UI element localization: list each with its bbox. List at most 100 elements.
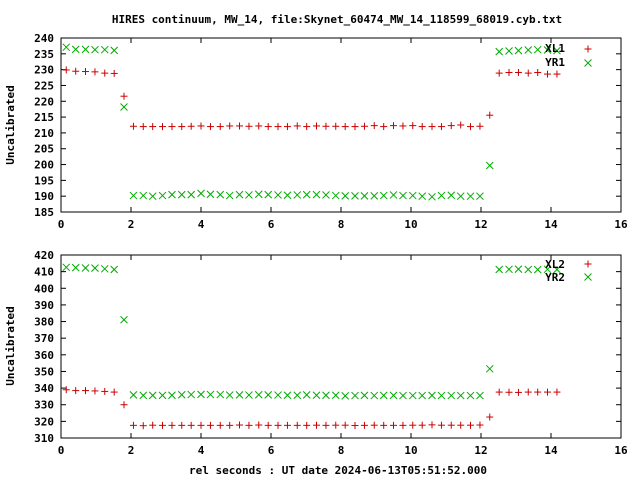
y-tick-label: 400 [34,282,54,295]
data-point-yr2 [264,391,273,399]
data-point-xl1 [553,70,561,78]
y-tick-label: 185 [34,206,54,219]
data-point-xl2 [447,421,455,429]
data-point-xl2 [553,388,561,396]
x-tick-label: 4 [198,218,205,231]
data-point-yr2 [293,391,302,400]
data-point-yr1 [293,191,302,199]
x-tick-label: 0 [58,444,65,457]
data-point-yr1 [466,192,475,201]
data-point-xl2 [197,421,205,429]
data-point-xl1 [457,121,465,129]
data-point-yr2 [389,391,398,400]
data-point-yr2 [408,391,417,400]
data-point-xl2 [341,421,349,429]
y-tick-label: 210 [34,127,54,140]
data-point-xl2 [283,421,291,429]
data-point-yr2 [177,390,186,399]
data-point-yr2 [302,391,311,399]
data-point-xl2 [457,421,465,429]
x-tick-label: 12 [474,444,487,457]
y-tick-label: 390 [34,299,54,312]
bottom-legend: XL2 YR2 [545,258,592,284]
data-point-xl1 [149,123,157,131]
y-tick-label: 215 [34,111,54,124]
top-data-markers [62,43,561,201]
x-tick-label: 10 [404,444,417,457]
data-point-yr2 [533,265,542,274]
data-point-xl2 [360,421,368,429]
bottom-panel: Uncalibrated 310 320 330 340 350 360 370 380 390… [4,249,628,457]
data-point-xl1 [236,122,243,130]
data-point-xl1 [390,122,397,130]
data-point-xl1 [514,68,522,76]
data-point-yr2 [370,391,379,400]
data-point-yr2 [168,391,176,400]
data-point-yr2 [331,391,340,400]
data-point-xl1 [467,123,474,131]
x-axis-label: rel seconds : UT date 2024-06-13T05:51:5… [189,464,487,477]
data-point-yr1 [322,191,330,199]
data-point-yr2 [495,265,504,274]
data-point-xl1 [274,123,282,131]
data-point-yr1 [110,46,119,55]
data-point-yr2 [437,391,446,400]
data-point-xl1 [505,68,513,76]
data-point-yr2 [505,265,513,274]
data-point-yr1 [437,191,446,200]
data-point-yr1 [485,161,494,170]
data-point-xl2 [437,421,445,429]
data-point-xl2 [72,387,80,395]
y-tick-label: 340 [34,382,54,395]
data-point-xl2 [62,386,70,394]
data-point-yr1 [187,190,196,199]
legend-label-yr2: YR2 [545,271,565,284]
data-point-yr2 [274,391,282,399]
data-point-yr2 [351,391,359,400]
data-point-xl2 [467,421,474,429]
data-point-yr2 [206,390,215,399]
data-point-yr1 [264,190,273,199]
legend-symbol-yr2 [584,273,592,281]
data-point-yr2 [254,390,263,399]
data-point-xl1 [544,70,551,78]
data-point-xl2 [399,421,407,429]
legend-symbol-xl2 [584,260,592,268]
y-tick-label: 240 [34,32,54,45]
data-point-xl2 [332,421,340,429]
data-point-yr2 [283,391,292,400]
data-point-yr2 [322,391,330,400]
y-tick-label: 205 [34,143,54,156]
data-point-yr1 [379,191,388,200]
legend-label-xl2: XL2 [545,258,565,271]
y-tick-label: 370 [34,332,54,345]
data-point-xl2 [486,413,494,421]
bottom-axis-ticks [60,254,622,439]
data-point-yr1 [197,189,205,198]
data-point-xl1 [524,69,532,77]
data-point-xl2 [390,421,397,429]
data-point-yr1 [533,45,542,54]
data-point-xl1 [332,122,340,130]
data-point-xl2 [159,421,166,429]
data-point-yr2 [62,263,71,272]
data-point-xl2 [255,421,263,429]
data-point-xl2 [101,387,109,395]
y-tick-label: 230 [34,64,54,77]
data-point-xl2 [274,421,282,429]
data-point-yr1 [553,46,561,55]
data-point-xl2 [236,421,243,429]
figure-title: HIRES continuum, MW_14, file:Skynet_6047… [112,13,562,26]
data-point-yr2 [447,391,456,400]
data-point-xl2 [514,388,522,396]
data-point-yr2 [81,264,90,272]
data-point-yr2 [91,264,99,272]
data-point-yr1 [418,192,427,201]
x-tick-label: 6 [268,444,275,457]
data-point-yr1 [81,45,90,54]
data-point-xl1 [255,122,263,130]
data-point-yr2 [216,390,225,399]
data-point-xl1 [370,122,378,130]
top-y-axis-label: Uncalibrated [4,85,17,164]
